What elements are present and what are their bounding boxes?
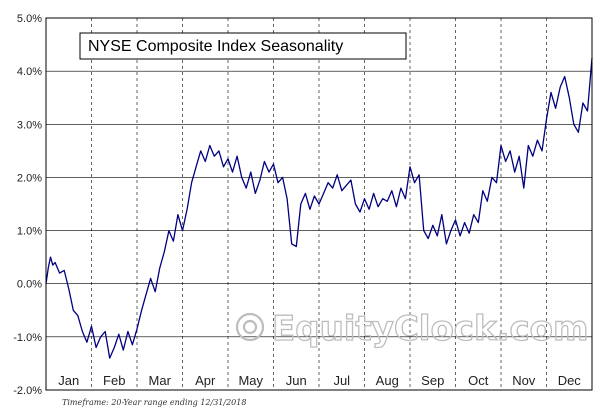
y-tick-label: 5.0% — [17, 13, 42, 25]
y-tick-label: -2.0% — [13, 385, 42, 397]
watermark-text: EquityClock.com — [272, 309, 588, 349]
plot-area-frame — [45, 17, 593, 391]
y-tick-label: 1.0% — [17, 226, 42, 238]
y-tick-label: -1.0% — [13, 332, 42, 344]
x-tick-label: Nov — [512, 373, 536, 388]
timeframe-footnote: Timeframe: 20-Year range ending 12/31/20… — [62, 398, 246, 407]
x-tick-label: Dec — [558, 373, 582, 388]
x-tick-label: Sep — [421, 373, 444, 388]
x-tick-label: Mar — [149, 373, 172, 388]
y-tick-label: 3.0% — [17, 119, 42, 131]
y-tick-label: 2.0% — [17, 172, 42, 184]
x-tick-label: Feb — [103, 373, 125, 388]
x-axis-tick-labels: Jan Feb Mar Apr May Jun Jul Aug Sep Oct Nov Dec — [58, 373, 581, 388]
series-line — [45, 57, 593, 359]
x-tick-label: Jul — [333, 373, 350, 388]
chart-title: NYSE Composite Index Seasonality — [88, 38, 343, 55]
x-tick-label: Oct — [468, 373, 489, 388]
y-tick-label: 0.0% — [17, 279, 42, 291]
x-tick-label: Jan — [58, 373, 79, 388]
watermark: EquityClock.com — [235, 308, 589, 350]
x-tick-label: Jun — [286, 373, 307, 388]
y-tick-label: 4.0% — [17, 66, 42, 78]
y-axis-tick-labels: 5.0% 4.0% 3.0% 2.0% 1.0% 0.0% -1.0% -2.0% — [13, 13, 42, 397]
x-tick-label: Apr — [195, 373, 216, 388]
watermark-logo-icon — [235, 312, 265, 342]
chart-title-box: NYSE Composite Index Seasonality — [79, 32, 407, 60]
x-tick-label: May — [238, 373, 263, 388]
x-tick-label: Aug — [376, 373, 399, 388]
